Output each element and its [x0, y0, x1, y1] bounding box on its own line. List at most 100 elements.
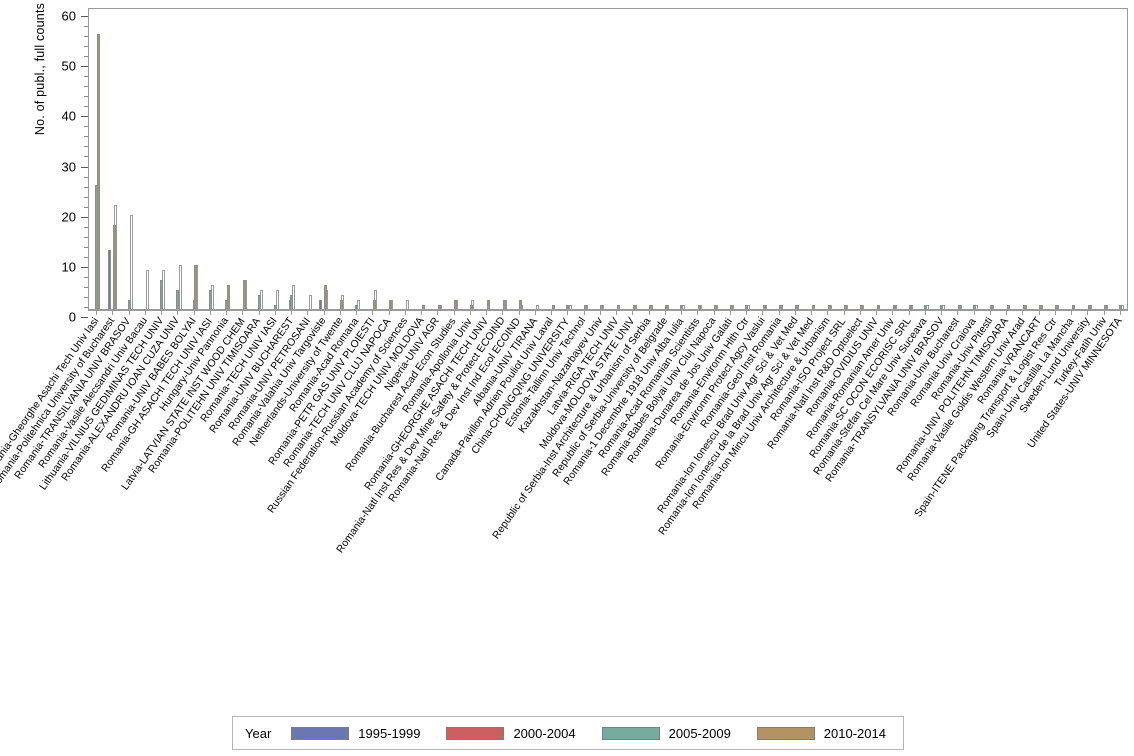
y-tick-label: 50	[61, 58, 76, 74]
legend-entries: 1995-1999 2000-2004 2005-2009 2010-2014	[291, 726, 912, 741]
x-tick	[1022, 311, 1024, 315]
bar-2010-2014	[194, 264, 198, 310]
bar-group	[219, 9, 235, 310]
bar-total-outline	[308, 294, 312, 310]
x-tick	[421, 311, 423, 315]
x-tick	[1071, 311, 1073, 315]
y-tick-minor	[84, 46, 88, 48]
x-tick	[534, 311, 536, 315]
x-tick	[339, 311, 341, 315]
bar-1995-1999	[108, 249, 112, 310]
x-tick	[161, 311, 163, 315]
x-tick	[1087, 311, 1089, 315]
bar-group	[885, 9, 901, 310]
bar-group	[577, 9, 593, 310]
x-tick	[843, 311, 845, 315]
bar-group	[1080, 9, 1096, 310]
bar-group	[707, 9, 723, 310]
bar-group	[853, 9, 869, 310]
bar-group	[528, 9, 544, 310]
y-tick-major	[81, 266, 88, 268]
x-tick	[356, 311, 358, 315]
y-tick-minor	[84, 226, 88, 228]
bar-group	[495, 9, 511, 310]
x-tick	[404, 311, 406, 315]
x-tick	[274, 311, 276, 315]
y-tick-minor	[84, 86, 88, 88]
bar-group	[609, 9, 625, 310]
bar-group	[414, 9, 430, 310]
y-tick-major	[81, 116, 88, 118]
bar-group	[122, 9, 138, 310]
x-tick	[372, 311, 374, 315]
y-tick-minor	[84, 196, 88, 198]
bar-group	[1032, 9, 1048, 310]
y-axis: 0 10 20 30 40 50 60	[56, 8, 88, 325]
x-tick	[648, 311, 650, 315]
bar-group	[1064, 9, 1080, 310]
bar-group	[89, 9, 105, 310]
legend-entry[interactable]: 2000-2004	[446, 725, 576, 741]
x-tick	[729, 311, 731, 315]
bar-group	[723, 9, 739, 310]
x-tick	[144, 311, 146, 315]
x-tick	[502, 311, 504, 315]
x-tick	[323, 311, 325, 315]
x-tick	[453, 311, 455, 315]
x-tick	[112, 311, 114, 315]
x-tick	[681, 311, 683, 315]
y-tick-label: 60	[61, 8, 76, 24]
legend-entry[interactable]: 2005-2009	[601, 726, 731, 741]
bar-group	[1048, 9, 1064, 310]
x-tick	[632, 311, 634, 315]
legend-entry[interactable]: 2010-2014	[756, 726, 886, 741]
legend: Year 1995-1999 2000-2004 2005-2009 2010-201…	[232, 716, 904, 750]
x-tick	[518, 311, 520, 315]
x-tick	[437, 311, 439, 315]
y-tick-minor	[84, 136, 88, 138]
y-tick-major	[81, 166, 88, 168]
bar-group	[788, 9, 804, 310]
x-tick	[388, 311, 390, 315]
bar-group	[154, 9, 170, 310]
y-tick-minor	[84, 246, 88, 248]
y-tick-minor	[84, 206, 88, 208]
bar-group	[983, 9, 999, 310]
y-tick-minor	[84, 126, 88, 128]
x-tick	[794, 311, 796, 315]
x-tick	[583, 311, 585, 315]
bar-group	[170, 9, 186, 310]
x-tick	[924, 311, 926, 315]
bar-group	[349, 9, 365, 310]
x-axis-ticks	[88, 311, 1128, 316]
plot-area	[88, 8, 1128, 310]
bar-group	[252, 9, 268, 310]
bar-2010-2014	[226, 284, 230, 310]
bar-group	[690, 9, 706, 310]
x-tick	[242, 311, 244, 315]
bar-group	[398, 9, 414, 310]
x-tick	[1038, 311, 1040, 315]
bar-2005-2009	[290, 294, 294, 310]
bar-group	[674, 9, 690, 310]
y-tick-label: 10	[61, 259, 76, 275]
y-tick-major	[81, 216, 88, 218]
bar-total-outline	[146, 269, 150, 310]
x-tick	[1054, 311, 1056, 315]
legend-label: 2000-2004	[513, 725, 576, 741]
bar-group	[658, 9, 674, 310]
x-tick	[469, 311, 471, 315]
x-tick	[307, 311, 309, 315]
bar-group	[755, 9, 771, 310]
y-tick-minor	[84, 176, 88, 178]
bar-2010-2014	[96, 34, 100, 310]
x-tick	[746, 311, 748, 315]
y-tick-label: 40	[61, 108, 76, 124]
y-tick-minor	[84, 156, 88, 158]
bar-group	[918, 9, 934, 310]
bar-2005-2009	[208, 289, 212, 310]
x-tick	[892, 311, 894, 315]
y-tick-minor	[84, 256, 88, 258]
bar-total-outline	[129, 214, 133, 310]
legend-entry[interactable]: 1995-1999	[291, 726, 420, 741]
